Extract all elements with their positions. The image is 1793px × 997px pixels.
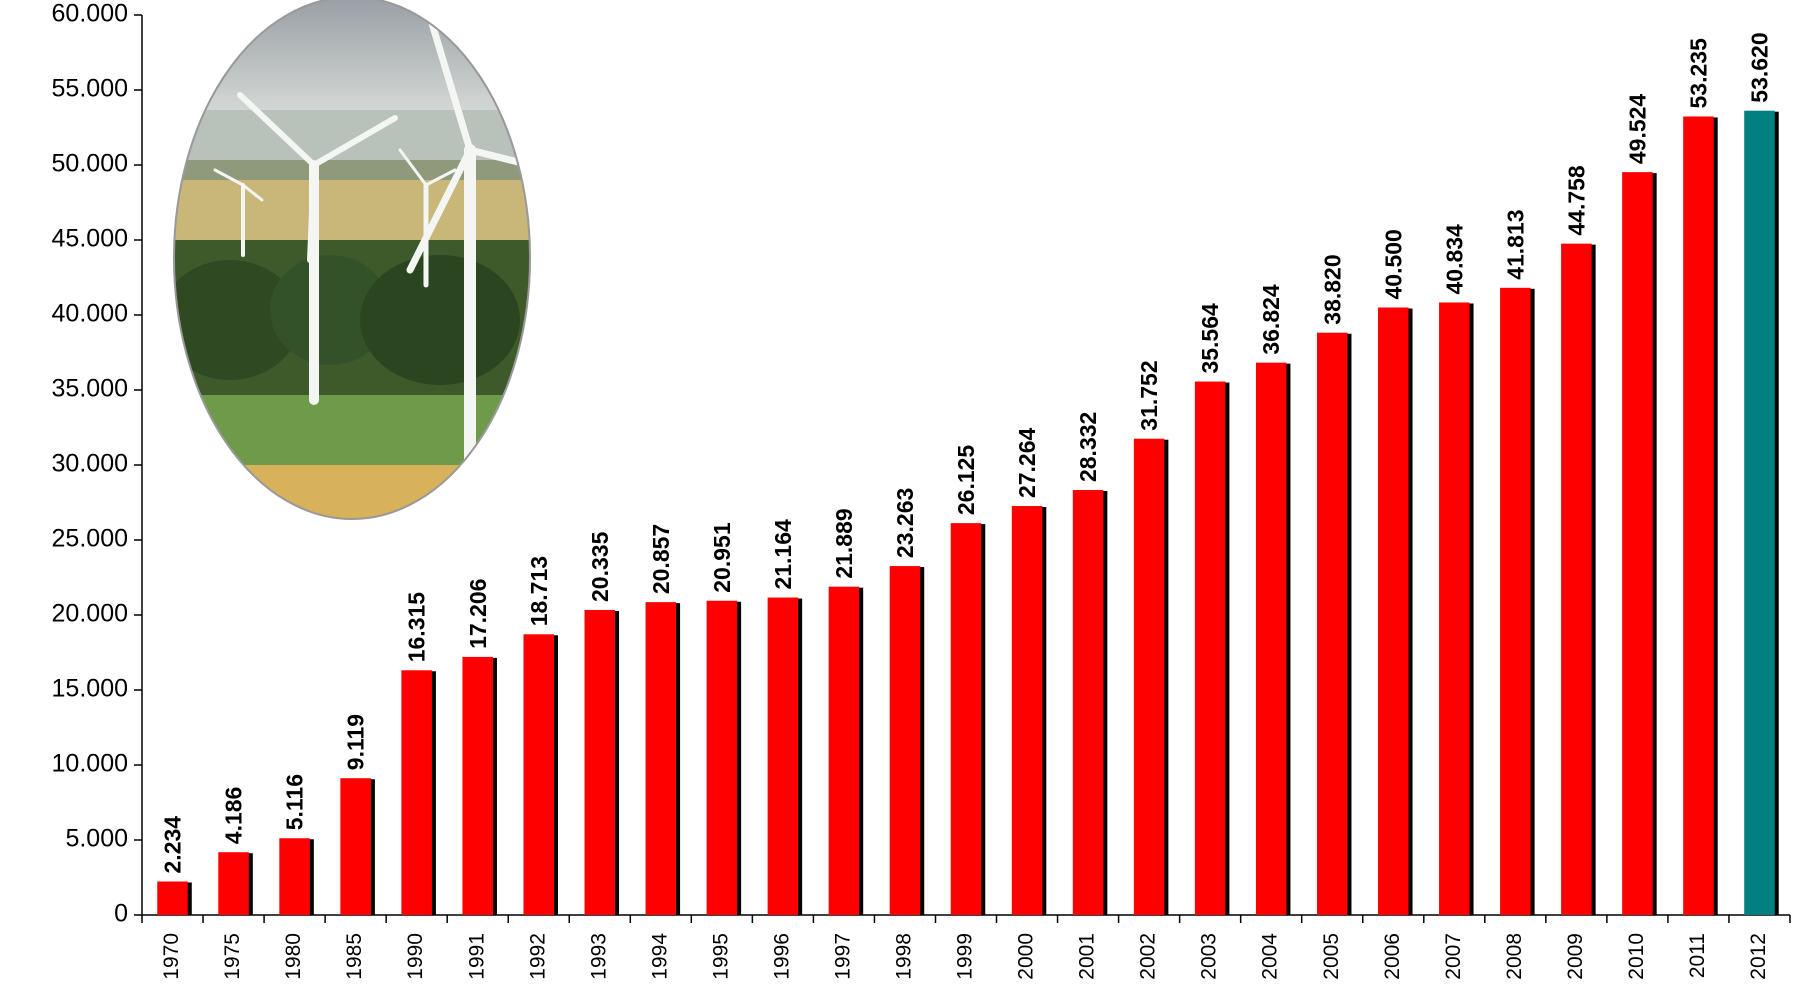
y-tick-label: 5.000 [65, 825, 128, 853]
y-tick-label: 0 [114, 900, 128, 928]
photo [174, 0, 530, 519]
x-tick-label: 2006 [1381, 933, 1404, 980]
bar [1194, 381, 1226, 915]
bar [401, 670, 432, 915]
x-tick-label: 2010 [1625, 933, 1648, 980]
bar [950, 523, 982, 915]
x-tick-label: 2009 [1564, 933, 1587, 980]
photo-frame [173, 0, 531, 520]
x-tick-label: 2008 [1503, 933, 1526, 980]
y-tick-label: 50.000 [52, 150, 128, 178]
x-tick-label: 2012 [1747, 933, 1770, 980]
bar [828, 586, 860, 915]
x-tick-label: 2011 [1686, 933, 1709, 978]
value-label: 27.264 [1014, 427, 1040, 498]
x-tick-label: 1999 [954, 933, 977, 980]
bar [1561, 243, 1592, 915]
x-tick-label: 2001 [1076, 933, 1099, 980]
bar [1500, 287, 1531, 915]
value-label: 41.813 [1502, 209, 1528, 279]
bar [767, 597, 799, 915]
value-label: 28.332 [1075, 412, 1101, 482]
value-label: 21.164 [770, 519, 796, 590]
bar [1133, 438, 1165, 915]
value-label: 26.125 [953, 445, 979, 516]
x-tick-label: 1993 [587, 933, 610, 980]
x-tick-label: 1985 [343, 933, 366, 980]
y-tick-label: 55.000 [52, 75, 128, 103]
value-label: 31.752 [1136, 360, 1162, 430]
value-label: 2.234 [160, 816, 186, 874]
value-label: 18.713 [526, 556, 552, 626]
x-tick-label: 1992 [526, 933, 549, 980]
y-tick-label: 60.000 [52, 0, 128, 28]
y-tick-label: 15.000 [52, 675, 128, 703]
bar [1622, 172, 1653, 915]
y-tick-label: 45.000 [52, 225, 128, 253]
value-label: 21.889 [831, 508, 857, 578]
bar [706, 600, 738, 915]
value-label: 53.620 [1747, 32, 1773, 102]
value-label: 35.564 [1197, 303, 1223, 374]
bar [279, 838, 310, 915]
value-label: 5.116 [282, 774, 308, 830]
value-label: 40.500 [1380, 229, 1406, 299]
value-label: 44.758 [1563, 165, 1589, 236]
value-label: 20.951 [709, 522, 735, 593]
value-label: 38.820 [1319, 254, 1345, 324]
bar [1316, 332, 1348, 915]
x-tick-label: 2004 [1259, 933, 1282, 980]
y-tick-label: 10.000 [52, 750, 128, 778]
x-tick-label: 1980 [282, 933, 305, 980]
bar [157, 881, 188, 915]
value-label: 36.824 [1258, 284, 1284, 355]
bar [1683, 116, 1714, 916]
y-tick-label: 30.000 [52, 450, 128, 478]
value-label: 9.119 [343, 714, 369, 770]
bar [340, 778, 371, 915]
x-tick-label: 1975 [221, 933, 244, 980]
bar [584, 609, 616, 915]
x-tick-label: 2005 [1320, 933, 1343, 980]
bar [645, 602, 677, 915]
bar [523, 634, 554, 915]
bar [1744, 110, 1775, 915]
x-tick-label: 1996 [770, 933, 793, 980]
x-tick-label: 1994 [648, 933, 671, 980]
x-tick-label: 1970 [160, 933, 183, 980]
value-label: 16.315 [404, 592, 430, 663]
y-tick-label: 35.000 [52, 375, 128, 403]
bar [1011, 506, 1043, 915]
bar [1255, 362, 1287, 915]
x-tick-label: 1997 [831, 933, 854, 980]
bar [462, 656, 493, 915]
bar [218, 852, 249, 915]
value-label: 20.857 [648, 524, 674, 594]
y-tick-label: 25.000 [52, 525, 128, 553]
value-label: 53.235 [1686, 38, 1712, 109]
y-tick-label: 40.000 [52, 300, 128, 328]
x-tick-label: 1991 [465, 933, 488, 980]
x-tick-label: 2003 [1198, 933, 1221, 980]
value-label: 23.263 [892, 488, 918, 558]
x-tick-label: 2000 [1015, 933, 1038, 980]
value-label: 40.834 [1441, 224, 1467, 295]
x-tick-label: 2002 [1137, 933, 1160, 980]
value-label: 49.524 [1624, 94, 1650, 165]
bar [889, 566, 921, 915]
x-tick-label: 1990 [404, 933, 427, 980]
value-label: 17.206 [465, 579, 491, 649]
value-label: 20.335 [587, 531, 613, 602]
x-tick-label: 1995 [709, 933, 732, 980]
bar [1378, 307, 1409, 915]
value-label: 4.186 [221, 787, 247, 845]
y-tick-label: 20.000 [52, 600, 128, 628]
x-tick-label: 2007 [1442, 933, 1465, 980]
x-tick-label: 1998 [893, 933, 916, 980]
bar [1439, 302, 1470, 915]
bar [1072, 490, 1104, 915]
